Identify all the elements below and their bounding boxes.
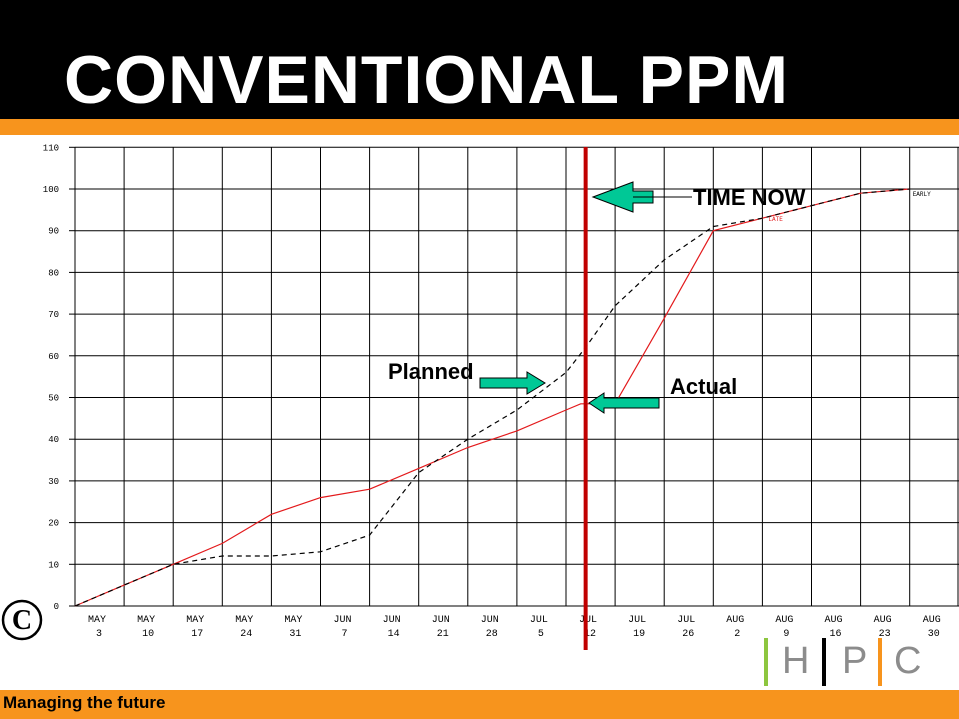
hpc-logo: H P C	[760, 638, 930, 688]
early-label: EARLY	[913, 191, 931, 198]
y-tick-label: 30	[48, 477, 59, 487]
x-tick-day: 17	[191, 629, 203, 640]
late-label: LATE	[768, 216, 783, 223]
y-tick-label: 0	[54, 602, 59, 612]
x-tick-month: AUG	[824, 615, 842, 626]
s-curve-chart: 0 10 20 30 40 50 60 70 80 90 100 110 MAY 3 MAY 10 MAY 17…	[43, 143, 959, 650]
x-tick-month: MAY	[88, 615, 106, 626]
x-tick-month: MAY	[235, 615, 253, 626]
x-tick-month: MAY	[284, 615, 302, 626]
logo-letter-h: H	[782, 640, 810, 682]
x-tick-month: JUL	[530, 615, 548, 626]
x-tick-month: JUN	[432, 615, 450, 626]
page-title: CONVENTIONAL PPM	[64, 42, 790, 118]
y-tick-label: 90	[48, 227, 59, 237]
x-tick-month: AUG	[726, 615, 744, 626]
x-tick-day: 7	[341, 629, 347, 640]
x-tick-day: 16	[829, 629, 841, 640]
planned-label: Planned	[388, 359, 474, 384]
x-tick-month: JUN	[383, 615, 401, 626]
chart-grid	[69, 146, 959, 607]
logo-bar	[822, 638, 826, 686]
x-tick-month: AUG	[874, 615, 892, 626]
x-tick-day: 23	[879, 629, 891, 640]
logo-letter-c: C	[894, 640, 922, 682]
x-tick-month: JUN	[481, 615, 499, 626]
logo-letter-p: P	[842, 640, 868, 682]
header-bar: CONVENTIONAL PPM	[0, 0, 959, 119]
actual-arrow	[588, 392, 660, 414]
header-accent-stripe	[0, 119, 959, 135]
time-now-label: TIME NOW	[693, 185, 806, 210]
x-tick-day: 24	[240, 629, 252, 640]
x-tick-month: JUL	[677, 615, 695, 626]
logo-bar	[878, 638, 882, 686]
x-tick-month: JUL	[579, 615, 597, 626]
x-tick-day: 9	[783, 629, 789, 640]
x-tick-day: 2	[734, 629, 740, 640]
actual-label: Actual	[670, 374, 737, 399]
footer-bar: Managing the future	[0, 690, 959, 719]
y-tick-label: 10	[48, 560, 59, 570]
x-tick-day: 28	[486, 629, 498, 640]
y-tick-label: 40	[48, 435, 59, 445]
logo-bar	[764, 638, 768, 686]
x-tick-month: AUG	[775, 615, 793, 626]
planned-series-line	[74, 188, 910, 607]
y-tick-label: 70	[48, 310, 59, 320]
chart-series	[74, 188, 910, 607]
x-axis-ticks: MAY 3 MAY 10 MAY 17 MAY 24 MAY 31 JUN 7 JUN 14 JUN 21 JU…	[88, 615, 941, 640]
copyright-letter: C	[12, 605, 32, 636]
y-tick-label: 60	[48, 352, 59, 362]
chart-annotations: TIME NOW Planned Actual EARLY LATE	[388, 147, 931, 650]
x-tick-day: 14	[388, 629, 400, 640]
x-tick-day: 26	[682, 629, 694, 640]
x-tick-month: JUL	[628, 615, 646, 626]
y-axis-ticks: 0 10 20 30 40 50 60 70 80 90 100 110	[43, 143, 59, 612]
planned-arrow	[479, 371, 546, 395]
y-tick-label: 80	[48, 268, 59, 278]
x-tick-day: 19	[633, 629, 645, 640]
copyright-icon: C	[1, 599, 43, 641]
x-tick-month: AUG	[923, 615, 941, 626]
x-tick-day: 12	[584, 629, 596, 640]
y-tick-label: 20	[48, 519, 59, 529]
x-tick-month: MAY	[186, 615, 204, 626]
actual-series-line	[74, 188, 910, 607]
x-tick-day: 10	[142, 629, 154, 640]
x-tick-day: 5	[538, 629, 544, 640]
y-tick-label: 50	[48, 394, 59, 404]
y-tick-label: 100	[43, 185, 59, 195]
x-tick-day: 21	[437, 629, 449, 640]
y-tick-label: 110	[43, 143, 59, 153]
x-tick-day: 31	[289, 629, 301, 640]
footer-tagline: Managing the future	[3, 693, 166, 712]
x-tick-month: JUN	[333, 615, 351, 626]
x-tick-month: MAY	[137, 615, 155, 626]
x-tick-day: 30	[928, 629, 940, 640]
x-tick-day: 3	[96, 629, 102, 640]
